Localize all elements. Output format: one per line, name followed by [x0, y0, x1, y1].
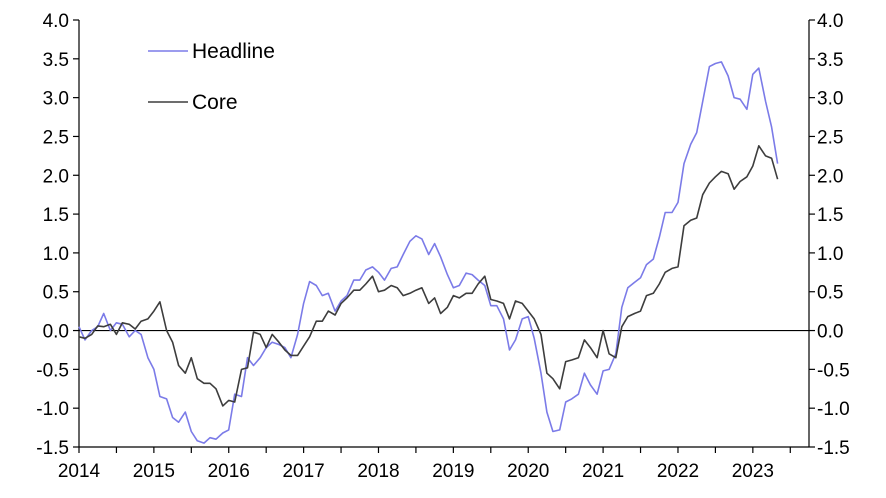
right-y-tick-label-4: 2.0 — [817, 166, 843, 187]
series-line-headline — [78, 61, 779, 444]
legend-label-headline: Headline — [192, 40, 275, 63]
left-y-tick-label-7: 0.5 — [43, 283, 69, 304]
left-y-tick-label-5: 1.5 — [43, 205, 69, 226]
legend: Headline Core — [148, 40, 275, 114]
x-tick-label-0: 2014 — [58, 461, 101, 482]
left-y-tick-label-11: -1.5 — [36, 438, 69, 459]
right-y-tick-label-3: 2.5 — [817, 127, 843, 148]
x-tick-label-6: 2020 — [507, 461, 549, 482]
x-tick-label-3: 2017 — [282, 461, 324, 482]
x-tick-label-5: 2019 — [432, 461, 474, 482]
right-y-tick-label-5: 1.5 — [817, 205, 843, 226]
x-tick-label-2: 2016 — [208, 461, 250, 482]
left-y-tick-label-2: 3.0 — [43, 89, 69, 110]
series-line-core — [78, 145, 779, 407]
right-y-tick-label-9: -0.5 — [817, 360, 850, 381]
chart-axes — [78, 20, 810, 448]
x-tick-label-4: 2018 — [357, 461, 399, 482]
right-y-tick-label-10: -1.0 — [817, 399, 850, 420]
x-tick-label-9: 2023 — [732, 461, 774, 482]
left-y-tick-label-0: 4.0 — [43, 11, 69, 32]
axis-ticks: 4.0 4.0 3.5 3.5 3.0 3.0 2.5 2.5 2.0 2.0 1.5 1.5 1.0 1… — [36, 11, 850, 482]
right-y-tick-label-7: 0.5 — [817, 283, 843, 304]
left-y-tick-label-8: 0.0 — [43, 322, 69, 343]
left-y-tick-label-6: 1.0 — [43, 244, 69, 265]
x-tick-label-7: 2021 — [582, 461, 624, 482]
x-tick-label-8: 2022 — [657, 461, 699, 482]
right-y-tick-label-2: 3.0 — [817, 89, 843, 110]
right-y-tick-label-8: 0.0 — [817, 322, 843, 343]
left-y-tick-label-10: -1.0 — [36, 399, 69, 420]
right-y-tick-label-11: -1.5 — [817, 438, 850, 459]
legend-label-core: Core — [192, 91, 238, 114]
left-y-tick-label-9: -0.5 — [36, 360, 69, 381]
left-y-tick-label-3: 2.5 — [43, 127, 69, 148]
x-tick-label-1: 2015 — [133, 461, 175, 482]
right-y-tick-label-1: 3.5 — [817, 50, 843, 71]
left-y-tick-label-1: 3.5 — [43, 50, 69, 71]
left-y-tick-label-4: 2.0 — [43, 166, 69, 187]
right-y-tick-label-0: 4.0 — [817, 11, 843, 32]
series-lines — [78, 61, 779, 444]
right-y-tick-label-6: 1.0 — [817, 244, 843, 265]
